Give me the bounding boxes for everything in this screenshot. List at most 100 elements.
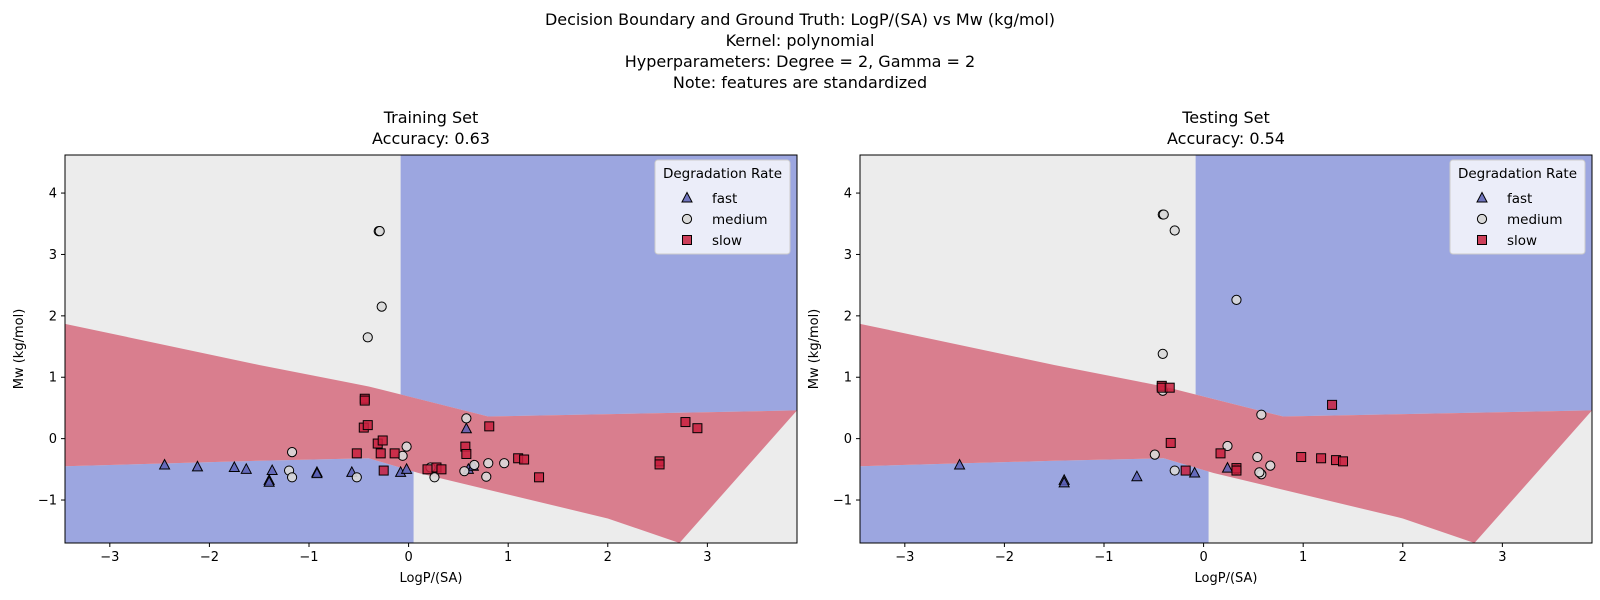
point-fast <box>263 475 275 487</box>
point-medium <box>1252 451 1263 463</box>
panel-title-line: Testing Set <box>1181 108 1270 127</box>
point-slow <box>519 454 530 465</box>
y-tick-label: 1 <box>49 371 57 386</box>
x-tick-label: −2 <box>200 550 219 565</box>
point-medium <box>286 472 298 483</box>
legend: Degradation Rate fast medium slow <box>654 159 791 255</box>
region-slow <box>860 323 1592 543</box>
x-tick-label: 2 <box>1399 550 1407 565</box>
x-tick-label: 1 <box>1299 550 1307 565</box>
suptitle-line: Hyperparameters: Degree = 2, Gamma = 2 <box>625 52 975 71</box>
legend-title: Degradation Rate <box>1458 166 1577 182</box>
point-fast <box>266 463 278 476</box>
point-fast <box>1131 470 1143 482</box>
point-slow <box>1296 452 1307 463</box>
legend-marker-slow <box>1477 235 1487 245</box>
point-slow <box>1164 382 1175 393</box>
point-slow <box>1231 465 1242 476</box>
x-tick-label: −3 <box>895 550 914 565</box>
point-medium <box>1256 409 1267 420</box>
point-medium <box>362 332 373 343</box>
region-slow <box>65 323 797 543</box>
training-set-panel: −3 −2 −1 0 1 2 3 −1 0 1 2 3 4 LogP/(SA) Mw (kg/mol) Tra… <box>12 108 798 586</box>
point-slow <box>362 420 373 431</box>
y-tick-label: 0 <box>844 432 852 447</box>
point-slow <box>436 464 447 475</box>
point-fast <box>158 458 171 470</box>
axes-frame <box>64 154 798 544</box>
y-tick-label: −1 <box>833 494 852 509</box>
legend-label: slow <box>1507 233 1537 249</box>
legend-label: medium <box>712 212 767 228</box>
panel-title-line: Accuracy: 0.63 <box>372 129 490 148</box>
point-slow <box>378 465 389 476</box>
y-tick-label: 1 <box>844 371 852 386</box>
legend-label: medium <box>1507 212 1562 228</box>
point-medium <box>1265 460 1276 471</box>
point-slow <box>389 448 400 459</box>
point-slow <box>461 448 472 459</box>
axes-frame <box>859 154 1593 544</box>
legend-frame <box>1449 159 1586 255</box>
region-fast-lower <box>860 458 1209 543</box>
legend-title: Degradation Rate <box>663 166 782 182</box>
legend-frame <box>654 159 791 255</box>
point-fast <box>240 462 253 474</box>
point-slow <box>377 435 388 446</box>
legend-label: fast <box>1507 191 1532 207</box>
point-slow <box>1316 453 1327 464</box>
point-fast <box>311 467 323 479</box>
point-medium <box>461 413 472 424</box>
point-slow <box>422 464 433 475</box>
point-slow <box>654 459 665 470</box>
y-tick-label: 0 <box>49 432 57 447</box>
x-tick-label: 2 <box>604 550 612 565</box>
point-slow <box>534 472 545 483</box>
legend-label: slow <box>712 233 742 249</box>
point-slow <box>351 448 362 459</box>
point-medium <box>459 466 470 477</box>
point-slow <box>680 417 691 428</box>
suptitle-line: Note: features are standardized <box>673 73 927 92</box>
y-tick-label: 4 <box>49 187 57 202</box>
x-tick-label: −2 <box>995 550 1014 565</box>
legend-marker-medium <box>1476 213 1488 225</box>
point-slow <box>1215 448 1226 459</box>
suptitle-line: Kernel: polynomial <box>726 31 875 50</box>
point-medium <box>499 458 510 469</box>
legend: Degradation Rate fast medium slow <box>1449 159 1586 255</box>
suptitle-line: Decision Boundary and Ground Truth: LogP… <box>545 10 1055 29</box>
y-axis-label: Mw (kg/mol) <box>807 309 822 390</box>
point-fast <box>460 422 473 434</box>
point-medium <box>286 447 298 458</box>
point-slow <box>1327 399 1338 410</box>
figure-suptitle: Decision Boundary and Ground Truth: LogP… <box>545 10 1055 92</box>
point-medium <box>1222 440 1233 452</box>
point-medium <box>376 301 387 312</box>
point-slow <box>1180 465 1191 476</box>
panel-title-line: Accuracy: 0.54 <box>1167 129 1285 148</box>
x-tick-label: 0 <box>404 550 412 565</box>
x-tick-label: −3 <box>100 550 119 565</box>
point-fast <box>1188 466 1201 478</box>
point-fast <box>228 460 241 472</box>
x-tick-label: 1 <box>504 550 512 565</box>
x-tick-label: 0 <box>1199 550 1207 565</box>
point-medium <box>469 459 480 471</box>
y-tick-label: 2 <box>49 309 57 324</box>
y-tick-label: 2 <box>844 309 852 324</box>
point-medium <box>1169 465 1180 476</box>
point-medium <box>1254 467 1265 478</box>
point-slow <box>484 421 495 432</box>
point-medium <box>1231 294 1242 305</box>
y-tick-label: −1 <box>38 494 57 509</box>
point-medium <box>401 441 412 452</box>
y-tick-label: 3 <box>49 248 57 263</box>
point-medium <box>1158 209 1169 220</box>
point-medium <box>1149 449 1160 460</box>
point-fast <box>1221 461 1234 473</box>
point-medium <box>481 471 492 482</box>
point-slow <box>692 423 703 434</box>
point-slow <box>1338 456 1349 467</box>
